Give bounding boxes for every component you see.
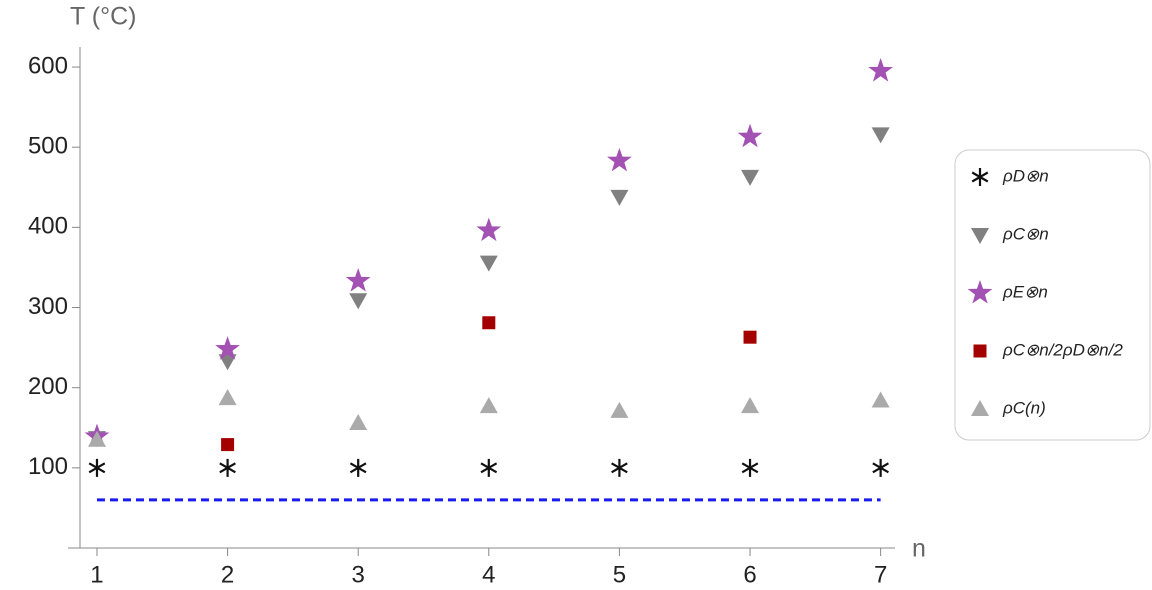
legend-label: ρE⊗n	[1002, 282, 1048, 301]
point	[743, 330, 757, 344]
point	[610, 401, 629, 418]
x-tick-label: 5	[613, 561, 626, 588]
point	[476, 217, 502, 242]
point	[868, 58, 893, 82]
point	[872, 458, 889, 477]
point	[871, 127, 890, 144]
x-tick-label: 6	[743, 561, 756, 588]
x-tick-label: 3	[352, 561, 365, 588]
point	[88, 458, 106, 477]
legend-marker	[973, 344, 987, 358]
point	[871, 391, 890, 408]
point	[349, 458, 367, 477]
legend-label: ρC⊗n	[1002, 224, 1049, 243]
point	[218, 354, 237, 371]
x-tick-label: 7	[874, 561, 887, 588]
y-tick-label: 400	[28, 213, 68, 240]
point	[610, 189, 629, 206]
point	[345, 268, 371, 292]
legend-marker	[967, 280, 993, 304]
point	[741, 169, 760, 186]
point	[737, 123, 763, 148]
point	[215, 336, 240, 360]
x-tick-label: 2	[221, 561, 234, 588]
point	[221, 438, 235, 452]
point	[349, 293, 368, 310]
point	[607, 147, 632, 172]
point	[349, 413, 368, 430]
point	[741, 397, 760, 414]
x-axis-label: n	[912, 535, 926, 563]
legend-marker	[971, 168, 989, 186]
legend-label: ρD⊗n	[1002, 166, 1049, 185]
y-axis-label: T (°C)	[70, 3, 136, 31]
point	[480, 458, 498, 477]
point	[479, 397, 498, 414]
y-tick-label: 100	[28, 453, 68, 480]
point	[87, 430, 106, 447]
point	[479, 255, 498, 272]
legend-box	[954, 149, 1151, 441]
point	[482, 316, 496, 330]
legend-marker	[971, 400, 989, 416]
y-tick-label: 200	[28, 373, 68, 400]
y-tick-label: 300	[28, 293, 68, 320]
x-tick-label: 4	[482, 561, 495, 588]
point	[611, 458, 628, 477]
point	[219, 458, 236, 477]
point	[218, 389, 237, 406]
y-tick-label: 600	[28, 52, 68, 79]
legend-marker	[971, 228, 989, 244]
legend-label: ρC(n)	[1002, 398, 1046, 417]
y-tick-label: 500	[28, 133, 68, 160]
legend-label: ρC⊗n/2ρD⊗n/2	[1002, 340, 1123, 359]
x-tick-label: 1	[90, 561, 103, 588]
point	[741, 458, 759, 477]
